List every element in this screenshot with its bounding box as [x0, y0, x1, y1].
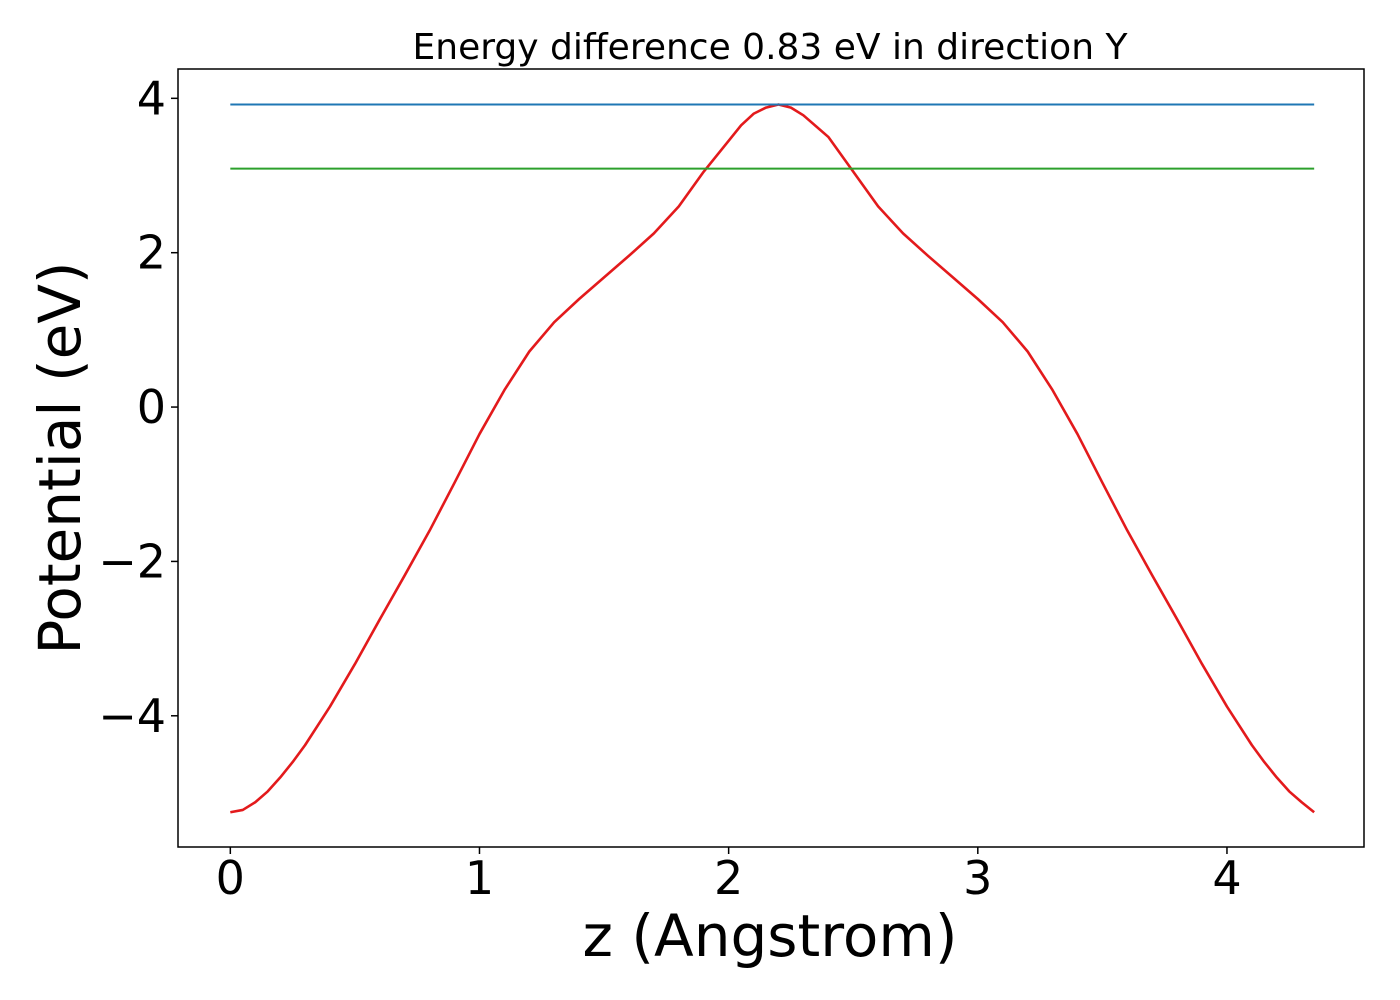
x-tick-label: 3: [963, 851, 992, 905]
x-axis-label: z (Angstrom): [583, 902, 958, 970]
y-tick-label: 4: [137, 71, 166, 125]
y-tick-label: −4: [98, 689, 166, 743]
y-tick-label: 2: [137, 226, 166, 280]
x-tick-label: 4: [1212, 851, 1241, 905]
y-tick-label: −2: [98, 534, 166, 588]
plot-frame: [177, 68, 1365, 848]
x-tick-label: 1: [465, 851, 494, 905]
series-line-potential: [230, 103, 1315, 814]
chart-title: Energy difference 0.83 eV in direction Y: [413, 27, 1129, 68]
y-axis: −4 −2 0 2 4: [98, 71, 178, 743]
x-axis: 0 1 2 3 4: [216, 847, 1242, 905]
y-tick-label: 0: [137, 380, 166, 434]
series-layer: [230, 103, 1315, 814]
x-tick-label: 2: [714, 851, 743, 905]
y-axis-label: Potential (eV): [26, 261, 94, 654]
x-tick-label: 0: [216, 851, 245, 905]
